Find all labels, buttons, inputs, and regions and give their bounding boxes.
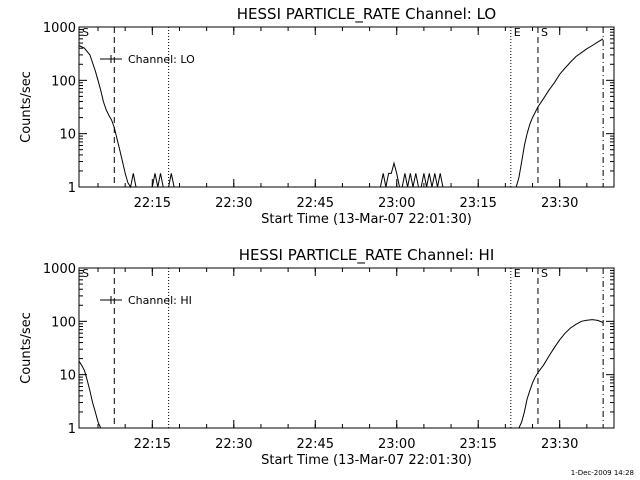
event-marker-label: S bbox=[82, 267, 89, 280]
x-tick-label: 22:45 bbox=[297, 437, 334, 452]
x-tick-label: 22:15 bbox=[134, 437, 171, 452]
data-series-line bbox=[78, 38, 604, 189]
y-tick-label: 1 bbox=[68, 181, 76, 196]
chart-panel-lo: HESSI PARTICLE_RATE Channel: LO Start Tim… bbox=[19, 5, 615, 227]
chart-title: HESSI PARTICLE_RATE Channel: LO bbox=[237, 5, 496, 24]
x-tick-label: 22:30 bbox=[215, 437, 252, 452]
y-tick-label: 100 bbox=[51, 315, 76, 330]
x-tick-label: 23:30 bbox=[541, 437, 578, 452]
y-tick-label: 100 bbox=[51, 74, 76, 89]
x-tick-label: 22:15 bbox=[134, 196, 171, 211]
legend-label: Channel: HI bbox=[128, 294, 192, 307]
footer-timestamp: 1-Dec-2009 14:28 bbox=[570, 469, 634, 477]
x-tick-label: 22:30 bbox=[215, 196, 252, 211]
event-marker-label: E bbox=[514, 267, 521, 280]
y-tick-label: 10 bbox=[59, 128, 76, 143]
x-axis-label: Start Time (13-Mar-07 22:01:30) bbox=[261, 453, 472, 468]
y-tick-label: 10 bbox=[59, 369, 76, 384]
event-marker-label: E bbox=[514, 26, 521, 39]
y-tick-label: 1000 bbox=[43, 21, 76, 36]
data-series-line bbox=[78, 319, 604, 429]
event-marker-label: S bbox=[541, 267, 548, 280]
x-tick-label: 23:15 bbox=[459, 437, 496, 452]
legend-label: Channel: LO bbox=[128, 53, 195, 66]
x-tick-label: 23:15 bbox=[459, 196, 496, 211]
x-tick-label: 23:00 bbox=[378, 196, 415, 211]
x-axis-label: Start Time (13-Mar-07 22:01:30) bbox=[261, 212, 472, 227]
chart-panel-hi: HESSI PARTICLE_RATE Channel: HI Start Tim… bbox=[19, 246, 615, 468]
event-marker-label: S bbox=[82, 26, 89, 39]
event-marker-label: S bbox=[541, 26, 548, 39]
y-axis-label: Counts/sec bbox=[19, 71, 34, 143]
plot-frame bbox=[78, 267, 615, 429]
y-tick-label: 1000 bbox=[43, 262, 76, 277]
chart-title: HESSI PARTICLE_RATE Channel: HI bbox=[239, 246, 495, 265]
x-tick-label: 23:00 bbox=[378, 437, 415, 452]
x-tick-label: 23:30 bbox=[541, 196, 578, 211]
y-axis-label: Counts/sec bbox=[19, 312, 34, 384]
plot-frame bbox=[78, 26, 615, 188]
x-tick-label: 22:45 bbox=[297, 196, 334, 211]
y-tick-label: 1 bbox=[68, 422, 76, 437]
